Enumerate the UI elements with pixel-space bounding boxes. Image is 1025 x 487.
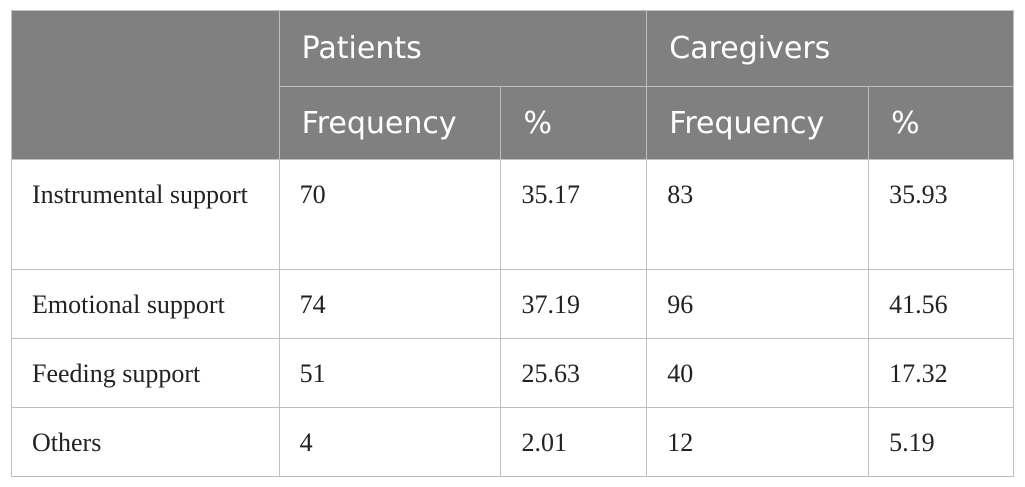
cell: 96	[646, 269, 870, 339]
row-label: Instrumental support	[11, 159, 280, 270]
cell: 37.19	[500, 269, 648, 339]
subheader: Frequency	[278, 86, 502, 160]
cell: 4	[278, 407, 502, 477]
subheader: %	[868, 86, 1014, 160]
row-label: Emotional support	[11, 269, 280, 339]
subheader-row: Frequency% Frequency%	[12, 86, 1014, 160]
row-label: Others	[11, 407, 280, 477]
cell: 70	[278, 159, 502, 270]
group-header-row: Patients Caregivers	[11, 10, 1014, 160]
row-label: Feeding support	[11, 338, 280, 408]
cell: 51	[278, 338, 502, 408]
cell: 83	[646, 159, 870, 270]
cell: 5.19	[868, 407, 1014, 477]
cell: 17.32	[868, 338, 1014, 408]
cell: 12	[646, 407, 870, 477]
cell: 2.01	[500, 407, 648, 477]
table-body: Instrumental support 70 35.17 83 35.93 Emotio…	[11, 159, 1014, 477]
subheader: %	[500, 86, 648, 160]
cell: 74	[278, 269, 502, 339]
subheader: Frequency	[646, 86, 870, 160]
corner-cell	[11, 10, 280, 160]
cell: 40	[646, 338, 870, 408]
cell: 41.56	[868, 269, 1014, 339]
table-row: Others 4 2.01 12 5.19	[11, 407, 1014, 477]
data-table: Patients Caregivers Frequency% Frequency%…	[11, 10, 1014, 477]
cell: 25.63	[500, 338, 648, 408]
group-header: Caregivers	[646, 10, 1014, 87]
table-row: Feeding support 51 25.63 40 17.32	[11, 338, 1014, 408]
cell: 35.93	[868, 159, 1014, 270]
cell: 35.17	[500, 159, 648, 270]
group-header: Patients	[278, 10, 648, 87]
table-row: Emotional support 74 37.19 96 41.56	[11, 269, 1014, 339]
table-row: Instrumental support 70 35.17 83 35.93	[11, 159, 1014, 270]
